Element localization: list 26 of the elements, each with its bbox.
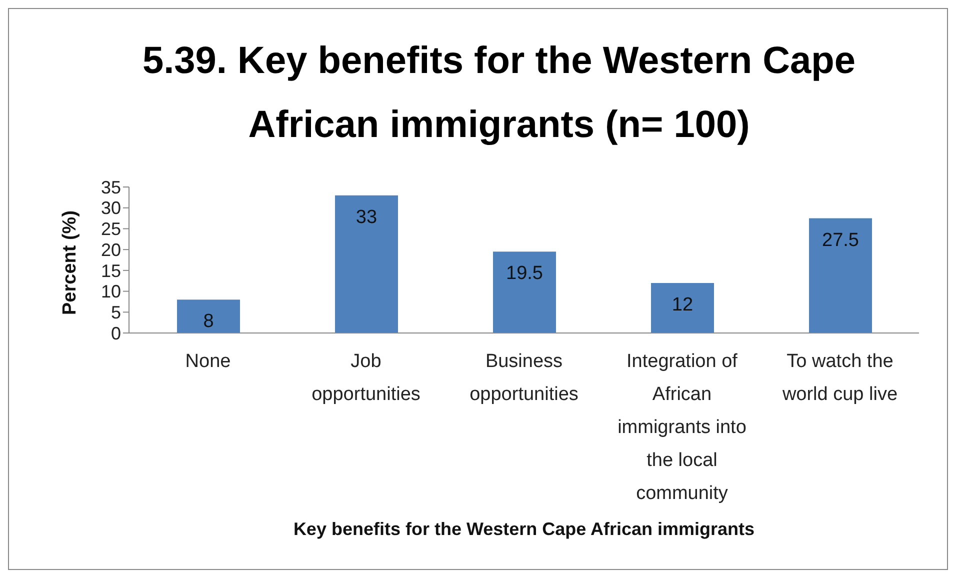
bar	[809, 218, 872, 333]
bar	[335, 195, 398, 333]
data-label: 33	[356, 206, 378, 228]
y-axis-title: Percent (%)	[60, 210, 81, 315]
y-tick-label: 35	[100, 177, 121, 198]
bar	[651, 282, 714, 333]
x-axis-title: Key benefits for the Western Cape African immigrants	[293, 519, 755, 539]
x-tick-label: Business opportunities	[470, 351, 578, 405]
y-tick-label: 10	[100, 282, 121, 302]
y-tick-label: 25	[100, 219, 121, 240]
bar	[493, 252, 556, 333]
x-tick-label: None	[185, 351, 231, 372]
y-tick-label: 0	[110, 323, 121, 344]
y-tick-label: 20	[100, 240, 121, 260]
x-tick-label: Integration of African immigrants into the local community	[618, 351, 746, 504]
chart-title: 5.39. Key benefits for the Western Cape African immigrants (n= 100)	[141, 39, 857, 148]
data-label: 8	[203, 311, 214, 332]
data-label: 27.5	[822, 230, 859, 251]
x-tick-label: Job opportunities	[312, 351, 420, 405]
y-tick-label: 30	[100, 198, 121, 218]
data-label: 19.5	[506, 263, 543, 284]
data-label: 12	[672, 294, 694, 316]
y-tick-label: 5	[110, 302, 121, 323]
bar	[177, 300, 240, 333]
y-tick-label: 15	[100, 260, 121, 281]
x-tick-label: To watch the world cup live	[781, 351, 898, 405]
